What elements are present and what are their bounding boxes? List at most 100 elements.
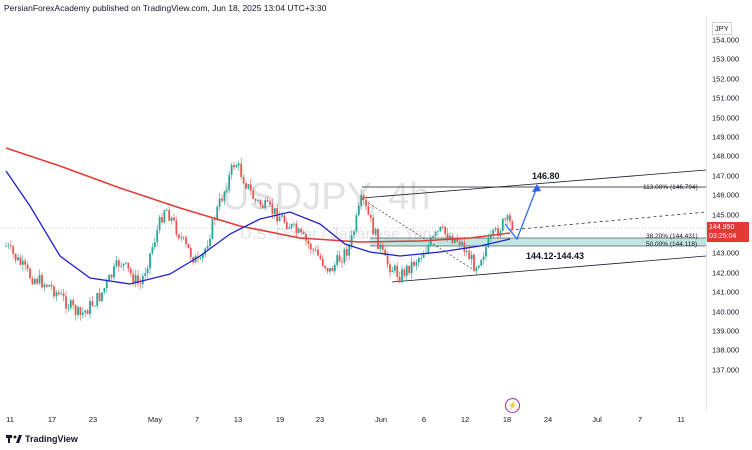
candle-body (357, 205, 360, 216)
candle-body (65, 296, 67, 309)
support-zone (370, 238, 706, 246)
price-axis[interactable]: 154.000 153.000 152.000 151.000 150.000 149.0… (706, 16, 752, 411)
candle-body (81, 312, 84, 315)
candle-body (240, 163, 243, 177)
price-tick-label: 137.000 (712, 365, 740, 375)
candle-body (185, 237, 187, 244)
candle-body (127, 262, 130, 269)
candle-body (331, 267, 334, 272)
current-price-value: 144.950 (709, 224, 735, 231)
candle-body (132, 273, 135, 284)
candle-body (230, 165, 233, 175)
candle-body (360, 195, 363, 206)
candle-body (468, 250, 471, 260)
candle-body (201, 254, 204, 259)
candle-body (175, 220, 178, 235)
candle-body (264, 200, 267, 208)
candle-body (403, 269, 406, 276)
candle-body (24, 260, 27, 265)
candle-body (43, 284, 46, 288)
candle-body (441, 226, 444, 228)
lightning-icon[interactable]: ⚡ (505, 398, 520, 413)
time-tick-label: 6 (421, 415, 427, 424)
price-chart[interactable]: USDJPY, 4h U.S. Dollar / Japanese Yen 14… (0, 16, 706, 411)
candle-body (165, 209, 168, 211)
candle-body (374, 228, 377, 235)
candle-body (110, 274, 113, 278)
chart-canvas[interactable] (0, 16, 706, 411)
candle-body (348, 245, 351, 256)
candle-body (247, 184, 250, 189)
candle-body (295, 223, 298, 233)
candle-body (257, 200, 259, 201)
candle-body (151, 247, 154, 254)
time-tick-label: 18 (502, 415, 512, 424)
candle-body (7, 245, 10, 247)
candle-body (350, 235, 353, 246)
candle-body (252, 190, 255, 199)
candle-body (365, 199, 367, 207)
candle-body (494, 228, 497, 230)
candle-body (93, 305, 96, 307)
candle-body (98, 292, 101, 302)
candle-body (317, 249, 319, 256)
candle-body (410, 261, 413, 274)
candle-body (161, 217, 163, 223)
channel-lower-line (391, 255, 706, 283)
candle-body (480, 259, 483, 266)
price-tick-label: 151.000 (712, 93, 740, 103)
candle-body (405, 265, 408, 276)
candle-body (434, 231, 437, 236)
candle-body (300, 229, 303, 233)
candle-body (29, 268, 31, 279)
time-tick-label: 24 (543, 415, 553, 424)
candle-body (45, 284, 48, 287)
candle-body (389, 264, 391, 273)
candle-body (446, 233, 449, 240)
candle-body (475, 267, 478, 272)
candle-body (79, 307, 82, 315)
time-tick-label: 7 (637, 415, 643, 424)
candle-body (413, 261, 415, 266)
price-tick-label: 152.000 (712, 74, 740, 84)
candle-body (492, 229, 495, 235)
candle-body (26, 264, 29, 269)
price-tick-label: 146.000 (712, 190, 740, 200)
candle-body (245, 183, 247, 189)
candle-body (177, 234, 180, 239)
bar-countdown: 03:25:04 (709, 233, 737, 240)
candle-body (86, 310, 89, 314)
brand-name: TradingView (25, 434, 78, 444)
candle-body (398, 276, 401, 283)
candle-body (14, 253, 17, 261)
candle-body (305, 234, 307, 241)
tradingview-footer[interactable]: TradingView (6, 434, 78, 444)
candle-body (470, 254, 473, 260)
candle-body (69, 300, 72, 308)
price-tick-label: 142.000 (712, 268, 740, 278)
candle-body (77, 307, 79, 315)
price-tick-label: 147.000 (712, 171, 740, 181)
candle-body (120, 265, 123, 267)
candle-body (499, 230, 502, 236)
currency-label: JPY (712, 22, 732, 35)
candle-body (444, 226, 447, 234)
candle-body (117, 260, 120, 267)
candle-body (115, 260, 118, 267)
candle-body (156, 230, 159, 243)
candle-body (461, 242, 463, 245)
candle-body (233, 165, 235, 168)
candle-body (501, 218, 504, 231)
candle-body (153, 242, 156, 248)
time-tick-label: 11 (677, 415, 685, 424)
candle-body (391, 270, 394, 273)
time-tick-label: 23 (315, 415, 325, 424)
candle-body (57, 292, 60, 295)
time-tick-label: May (147, 415, 163, 424)
candle-body (309, 243, 312, 250)
price-tick-label: 149.000 (712, 132, 740, 142)
candle-body (427, 245, 430, 253)
time-axis[interactable]: 11 17 23 May 7 13 19 23 Jun 6 12 18 24 Jul 7 11 (0, 412, 706, 426)
candle-body (338, 255, 341, 262)
candle-body (211, 218, 214, 239)
